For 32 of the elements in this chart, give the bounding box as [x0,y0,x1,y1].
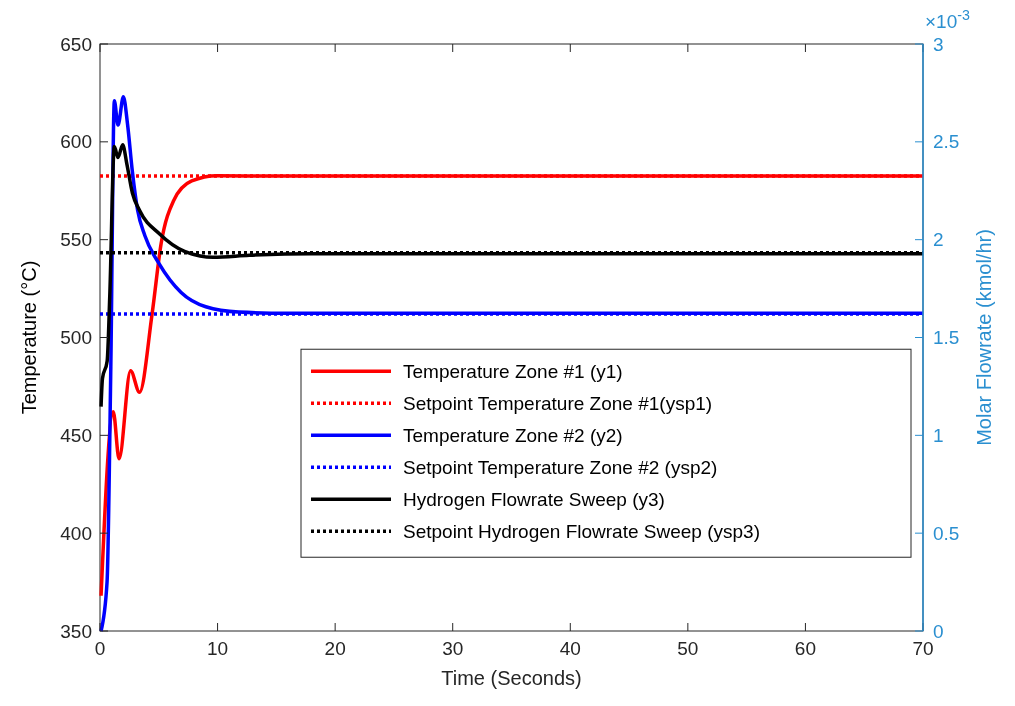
x-axis-title: Time (Seconds) [441,667,582,689]
x-tick-label: 10 [207,638,229,659]
y2-tick-label: 1 [933,424,944,446]
y2-tick-label: 0.5 [933,522,960,544]
y-tick-label: 400 [60,522,92,544]
y2-tick-label: 2.5 [933,131,960,153]
y-axis-title: Temperature (°C) [18,260,40,415]
y2-tick-label: 2 [933,229,944,251]
y-tick-label: 350 [60,620,92,642]
legend-label: Temperature Zone #1 (y1) [403,360,623,382]
legend-label: Setpoint Temperature Zone #2 (ysp2) [403,456,718,478]
x-tick-label: 20 [324,638,346,659]
y-tick-label: 500 [60,327,92,349]
legend-label: Temperature Zone #2 (y2) [403,424,623,446]
x-tick-label: 70 [912,638,934,659]
y-tick-label: 450 [60,424,92,446]
y-tick-label: 650 [60,33,92,55]
text: ×10$^{-3}$ [925,7,970,32]
x-tick-label: 0 [94,638,106,659]
y-tick-label: 550 [60,229,92,251]
legend-label: Setpoint Hydrogen Flowrate Sweep (ysp3) [403,520,760,542]
y2-tick-label: 3 [933,33,944,55]
y-tick-label: 600 [60,131,92,153]
x-tick-label: 60 [794,638,816,659]
x-tick-label: 30 [442,638,464,659]
y2-tick-label: 1.5 [933,327,960,349]
x-tick-label: 50 [677,638,699,659]
y2-axis-title: Molar Flowrate (kmol/hr) [973,229,995,446]
legend-label: Setpoint Temperature Zone #1(ysp1) [403,392,713,414]
y2-tick-label: 0 [933,620,944,642]
x-tick-label: 40 [559,638,581,659]
legend-label: Hydrogen Flowrate Sweep (y3) [403,488,665,510]
